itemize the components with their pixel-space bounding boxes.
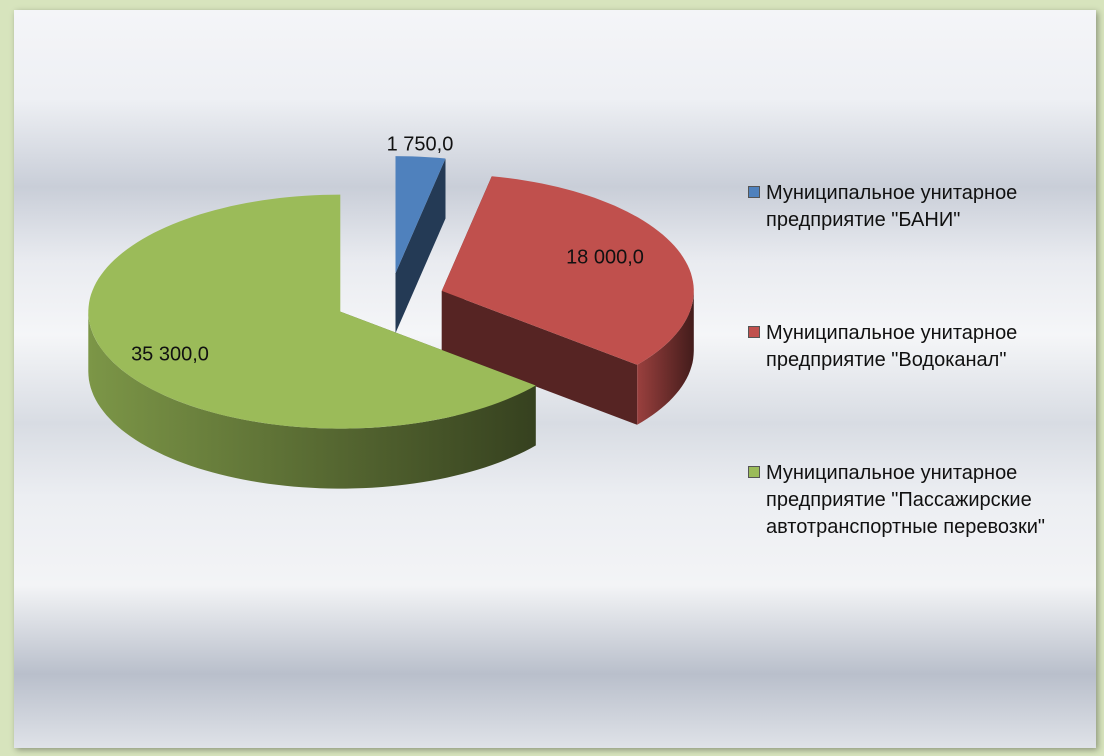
legend-item: Муниципальное унитарное предприятие "Пас…	[748, 460, 1088, 541]
slice-side	[88, 311, 536, 489]
legend-item: Муниципальное унитарное предприятие "БАН…	[748, 180, 1088, 234]
slice	[441, 176, 694, 425]
slice	[88, 194, 536, 489]
slice	[395, 156, 446, 334]
legend-swatch	[748, 186, 760, 198]
legend-label: Муниципальное унитарное предприятие "Пас…	[766, 462, 1045, 538]
slice	[395, 156, 446, 274]
slice-side	[637, 290, 694, 425]
legend-swatch	[748, 466, 760, 478]
legend-label: Муниципальное унитарное предприятие "Вод…	[766, 322, 1018, 371]
data-label: 35 300,0	[131, 343, 209, 365]
legend-swatch	[748, 326, 760, 338]
slice	[441, 176, 694, 365]
slice-cut-face	[395, 158, 446, 334]
data-label: 18 000,0	[566, 246, 644, 268]
legend-label: Муниципальное унитарное предприятие "БАН…	[766, 182, 1018, 231]
legend-item: Муниципальное унитарное предприятие "Вод…	[748, 320, 1088, 374]
slice-cut-face	[441, 290, 638, 425]
data-label: 1 750,0	[387, 133, 454, 155]
slice	[88, 194, 536, 429]
